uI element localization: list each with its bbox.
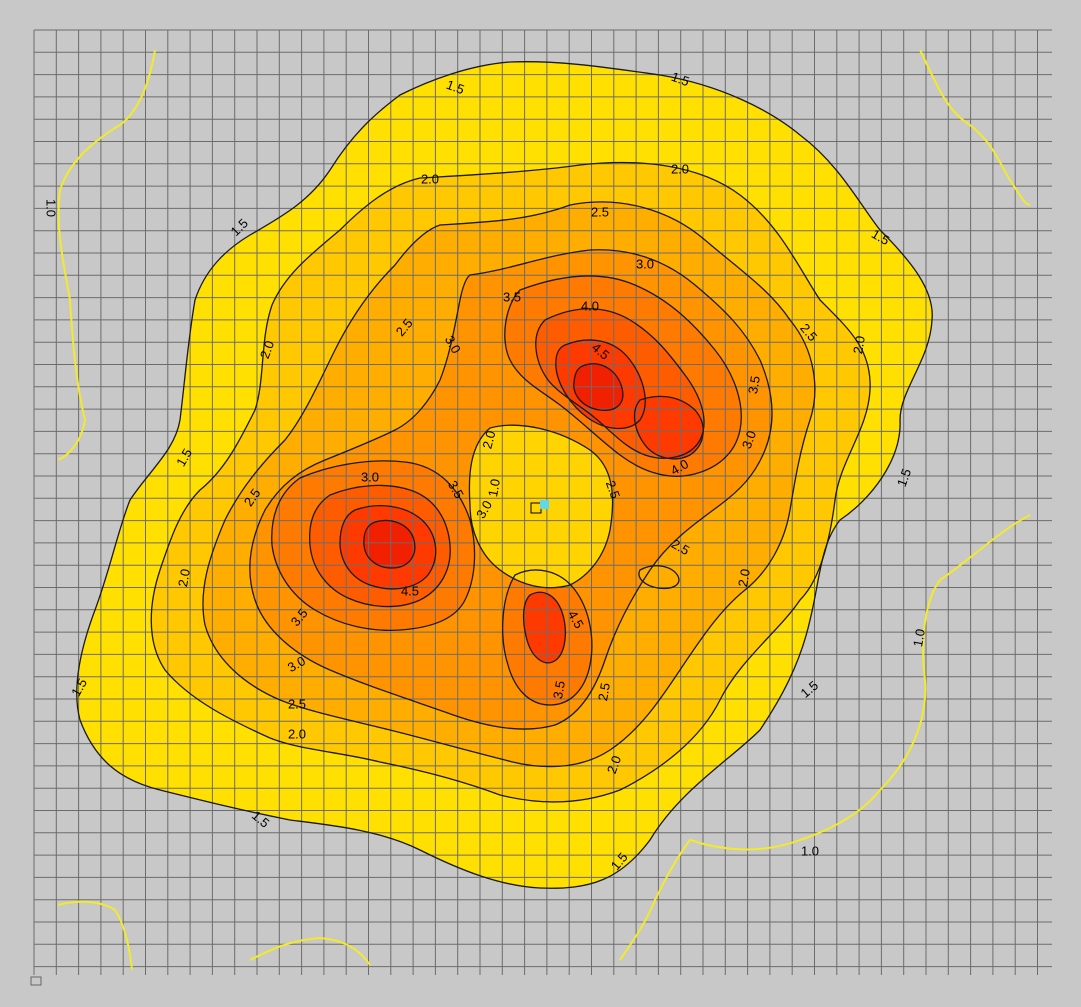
contour-label: 2.0 [735,568,753,588]
contour-label: 3.0 [361,469,379,484]
contour-line [202,201,816,768]
contour-line [339,505,437,590]
contour-label: 2.5 [603,479,623,501]
contour-label: 3.5 [503,289,521,304]
center-marker [530,500,549,514]
contour-line [535,308,705,459]
contour-line-1-0-c [619,514,1031,961]
contour-line [76,61,933,889]
contour-line [150,161,871,803]
contour-label: 2.5 [595,682,613,702]
contour-line-1-0-a [57,49,156,461]
contour-label: 2.0 [850,335,868,355]
contour-line [363,519,416,569]
contour-label: 1.0 [485,478,503,498]
contour-line-1-0-b [919,49,1031,206]
contour-label: 3.0 [636,256,654,271]
contour-label: 4.0 [581,298,599,313]
contour-label: 1.0 [44,199,59,217]
contour-label: 2.5 [288,696,306,711]
contour-label: 1.5 [444,77,466,97]
contour-label: 1.5 [894,467,914,489]
contour-label: 3.5 [745,375,763,395]
contour-lines [76,61,933,889]
outer-contours-1-0 [57,49,1031,971]
center-marker-highlight [540,500,549,509]
contour-label: 2.0 [288,726,306,741]
contour-line [502,569,593,706]
contour-label: 2.0 [479,429,498,450]
contour-label: 2.0 [421,171,439,186]
contour-line-1-0-d [57,900,133,971]
contour-label: 2.0 [671,161,689,176]
contour-label: 2.0 [257,339,277,361]
contour-label: 2.0 [604,754,624,776]
contour-line-1-0-e [249,936,371,966]
contour-label: 3.5 [550,680,568,700]
contour-label: 2.0 [175,568,193,588]
contour-line [271,460,476,631]
fill-level-5-0b [363,520,415,568]
contour-label: 1.5 [669,69,691,89]
contour-line [522,591,567,664]
fill-level-4-5c [634,396,704,459]
contour-line [555,339,646,430]
contour-label: 1.0 [801,843,819,858]
corner-icon [30,976,42,986]
contour-line [309,484,451,608]
grid [33,29,1052,975]
contour-line [638,565,680,590]
contour-line [633,395,704,460]
contour-line [468,424,614,589]
contour-label: 3.0 [739,429,759,451]
contour-label: 2.5 [591,204,609,219]
contour-line [573,363,624,411]
contour-label: 1.0 [910,628,928,648]
contour-labels: 1.5 1.51.5 1.51.51.51.51.51.51.52.02.02.0 2… [44,69,928,873]
contour-label: 4.5 [401,583,419,598]
contour-line [504,275,742,477]
contour-line [249,249,773,730]
